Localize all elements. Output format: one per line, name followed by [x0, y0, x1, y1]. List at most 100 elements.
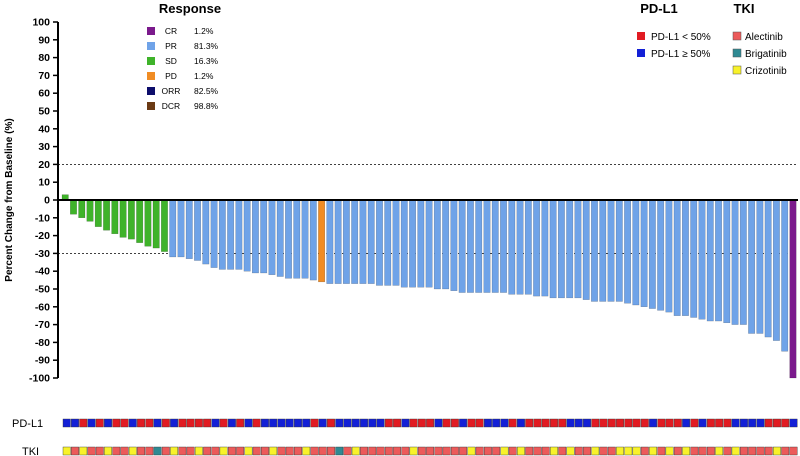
bar [260, 199, 268, 274]
pdl1-track-cell [525, 418, 534, 428]
bar [549, 199, 557, 299]
tki-track-cell [236, 446, 245, 456]
tki-track-cell [360, 446, 368, 456]
tki-track-cell [318, 446, 327, 456]
tki-track-cell [269, 446, 278, 456]
y-tick-label: -80 [35, 337, 50, 349]
pdl1-track-cell [401, 418, 410, 428]
tki-track-cell [781, 446, 790, 456]
pdl1-track-cell [327, 418, 335, 428]
bar [698, 199, 706, 320]
pdl1-track-cell [153, 418, 162, 428]
tki-track-cell [426, 446, 435, 456]
pdl1-track-cell [393, 418, 401, 428]
tki-track-cell [739, 446, 748, 456]
legends: Response CR 1.2% PR 81.3% SD 16.3% PD 1.2% ORR 82.… [147, 1, 787, 111]
bar [194, 199, 201, 261]
tki-track-cell [558, 446, 567, 456]
bar [541, 199, 549, 297]
pdl1-track-cell [269, 418, 278, 428]
tki-track-cell [649, 446, 658, 456]
pdl1-track-cell [723, 418, 732, 428]
tki-track-cell [492, 446, 501, 456]
tki-track-cell [624, 446, 633, 456]
bar [400, 199, 408, 288]
bar [632, 199, 640, 306]
tki-track-cell [112, 446, 121, 456]
pdl1-track-cell [434, 418, 443, 428]
pdl1-track-cell [252, 418, 261, 428]
tki-track-cell [310, 446, 319, 456]
pdl1-track-cell [318, 418, 327, 428]
y-axis-title: Percent Change from Baseline (%) [4, 118, 15, 281]
tki-track-cell [715, 446, 724, 456]
bar [748, 199, 756, 334]
tki-track-cell [277, 446, 286, 456]
tki-track-cell [748, 446, 757, 456]
y-tick-label: 50 [38, 106, 50, 118]
response-legend-percent: 82.5% [194, 86, 219, 96]
bar [318, 199, 326, 283]
bar [425, 199, 433, 288]
bar [301, 199, 309, 279]
pdl1-track-cell [566, 418, 575, 428]
response-legend-label: ORR [162, 86, 181, 96]
bar [789, 199, 797, 379]
y-tick-label: 20 [38, 159, 50, 171]
bar [508, 199, 516, 295]
bar [673, 199, 681, 316]
tki-track-cell [665, 446, 674, 456]
pdl1-track-cell [376, 418, 385, 428]
y-tick-label: -60 [35, 301, 50, 313]
pdl1-track-cell [673, 418, 682, 428]
bar [392, 199, 400, 286]
pdl1-track-cell [541, 418, 550, 428]
tki-track-cell [764, 446, 773, 456]
pdl1-track-cell [706, 418, 715, 428]
pdl1-legend-swatch [637, 49, 645, 57]
tki-track-cell [393, 446, 401, 456]
bar [376, 199, 383, 286]
pdl1-track-cell [517, 418, 525, 428]
pdl1-track-cell [773, 418, 781, 428]
response-legend-swatch [147, 72, 155, 80]
pdl1-track-cell [244, 418, 253, 428]
annotation-tracks: PD-L1 TKI [12, 418, 798, 456]
tki-track-label: TKI [22, 446, 39, 456]
bar [309, 199, 317, 281]
pdl1-track-cell [789, 418, 798, 428]
tki-track-cell [343, 446, 352, 456]
bar [367, 199, 375, 284]
pdl1-track-cell [203, 418, 212, 428]
tki-track-cell [550, 446, 558, 456]
tki-track-cell [500, 446, 509, 456]
pdl1-track-cell [137, 418, 145, 428]
tki-track-cell [508, 446, 517, 456]
tki-track-cell [261, 446, 269, 456]
pdl1-track-cell [739, 418, 748, 428]
pdl1-track-cell [624, 418, 633, 428]
pdl1-track-cell [574, 418, 583, 428]
tki-track-cell [459, 446, 468, 456]
bar [268, 199, 276, 275]
pdl1-track-cell [649, 418, 658, 428]
pdl1-legend-label: PD-L1 ≥ 50% [651, 49, 711, 60]
bar [111, 199, 119, 235]
pdl1-track-cell [748, 418, 757, 428]
pdl1-track-cell [657, 418, 666, 428]
pdl1-track-cell [112, 418, 121, 428]
response-legend-percent: 1.2% [194, 71, 214, 81]
pdl1-track-cell [690, 418, 699, 428]
tki-track-cell [71, 446, 79, 456]
bar [210, 199, 218, 268]
bar [640, 199, 648, 308]
tki-track-cell [327, 446, 335, 456]
pdl1-track-cell [533, 418, 542, 428]
pdl1-track-cell [731, 418, 740, 428]
pdl1-track-label: PD-L1 [12, 418, 43, 430]
pdl1-track-cell [698, 418, 707, 428]
bar [103, 199, 110, 231]
pdl1-legend-label: PD-L1 < 50% [651, 32, 711, 43]
pdl1-track-cell [170, 418, 179, 428]
bar [690, 199, 698, 318]
